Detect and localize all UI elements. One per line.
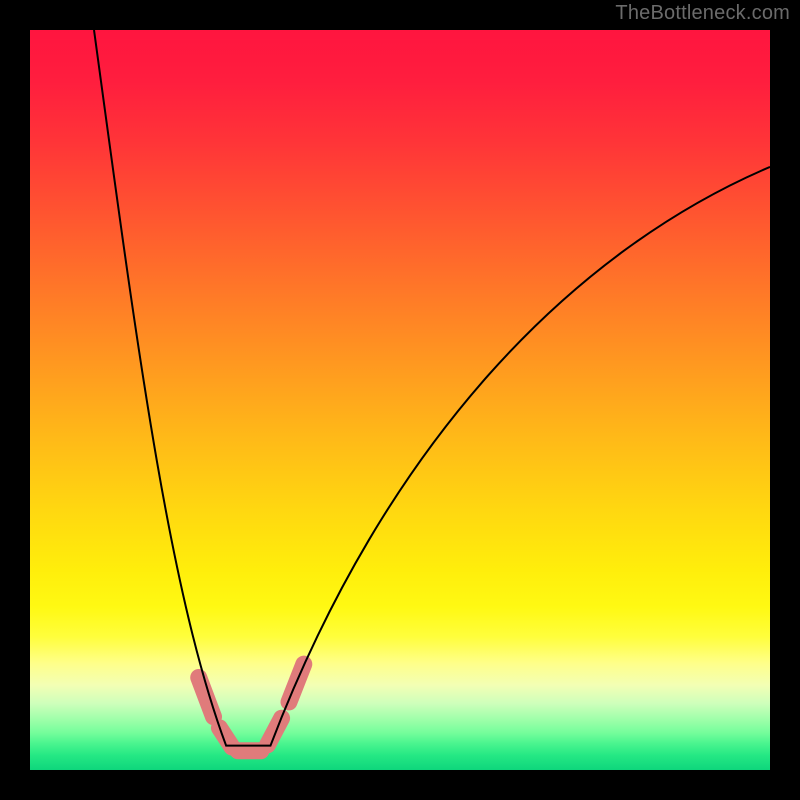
plot-svg: [30, 30, 770, 770]
gradient-background: [30, 30, 770, 770]
plot-area: [30, 30, 770, 770]
watermark-text: TheBottleneck.com: [615, 2, 790, 25]
